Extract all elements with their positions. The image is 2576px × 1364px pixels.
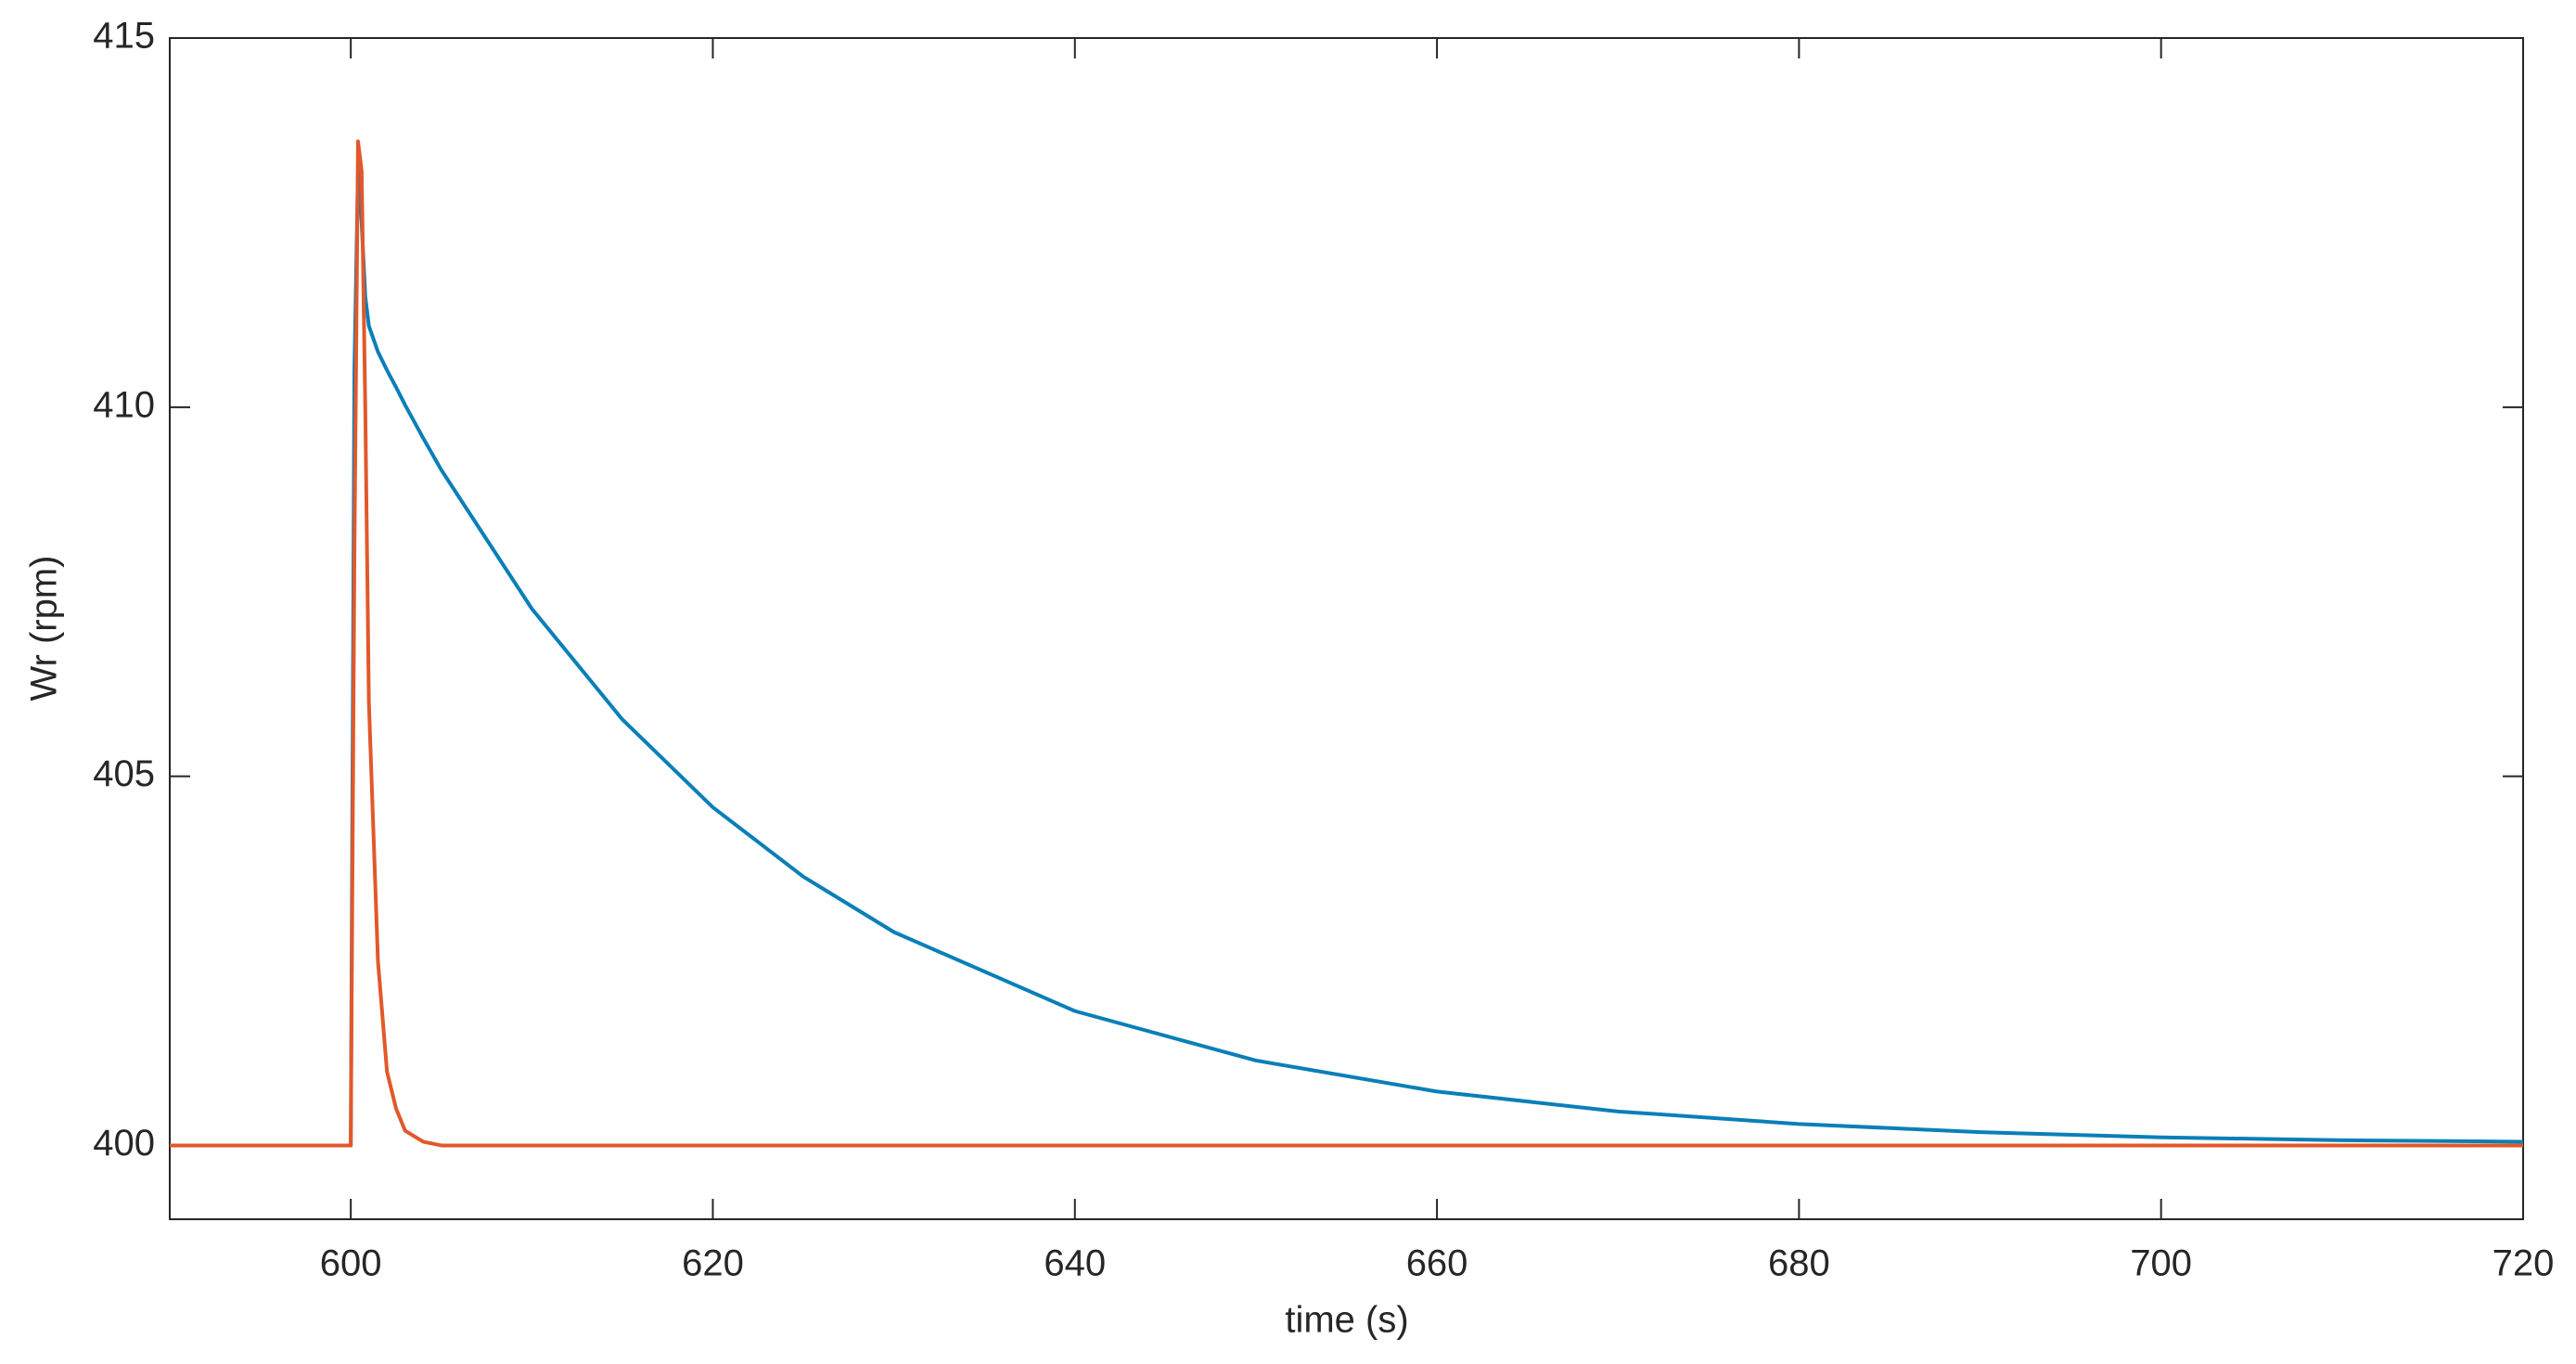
y-axis-label: Wr (rpm) xyxy=(24,556,65,701)
x-tick-label: 640 xyxy=(1044,1243,1106,1284)
x-tick-label: 700 xyxy=(2130,1243,2192,1284)
x-tick-label: 720 xyxy=(2493,1243,2555,1284)
axes-box xyxy=(169,37,2524,1220)
x-tick-label: 680 xyxy=(1768,1243,1830,1284)
x-axis-label: time (s) xyxy=(1285,1300,1408,1341)
y-tick-label: 400 xyxy=(93,1123,155,1164)
x-tick-label: 660 xyxy=(1406,1243,1468,1284)
y-tick-label: 405 xyxy=(93,753,155,794)
data-line xyxy=(170,169,2524,1148)
x-tick-label: 620 xyxy=(682,1243,744,1284)
data-line xyxy=(170,139,2523,1148)
x-tick-label: 600 xyxy=(320,1243,382,1284)
y-tick-label: 415 xyxy=(93,16,155,57)
y-tick-label: 410 xyxy=(93,384,155,425)
